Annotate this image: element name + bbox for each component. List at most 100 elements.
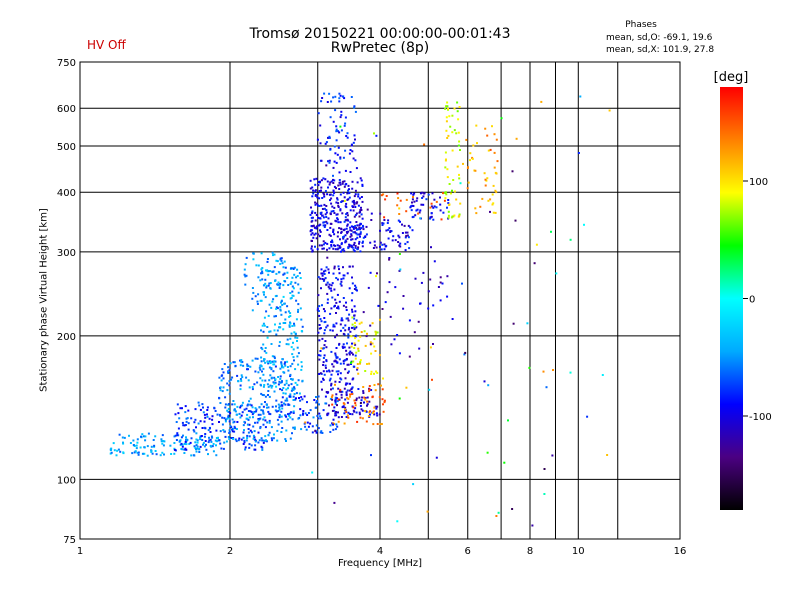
echo-point bbox=[297, 291, 300, 294]
echo-point bbox=[349, 382, 351, 385]
echo-point bbox=[267, 314, 270, 317]
echo-point bbox=[452, 179, 455, 181]
echo-point bbox=[357, 347, 360, 350]
echo-point bbox=[257, 264, 260, 267]
echo-point bbox=[333, 160, 336, 163]
echo-point bbox=[322, 361, 325, 364]
echo-point bbox=[349, 235, 352, 238]
echo-point bbox=[446, 137, 449, 139]
echo-point bbox=[276, 439, 279, 442]
echo-point bbox=[259, 368, 262, 371]
echo-point bbox=[383, 248, 386, 251]
echo-point bbox=[353, 317, 356, 320]
echo-point bbox=[357, 228, 359, 231]
echo-point bbox=[268, 419, 271, 422]
echo-point bbox=[309, 213, 312, 216]
echo-point bbox=[390, 230, 393, 233]
echo-point bbox=[321, 208, 324, 210]
echo-point bbox=[318, 224, 321, 227]
echo-point bbox=[251, 309, 254, 312]
echo-point bbox=[312, 416, 315, 419]
echo-point bbox=[381, 222, 384, 225]
echo-point bbox=[247, 364, 250, 367]
echo-point bbox=[343, 185, 346, 188]
echo-point bbox=[439, 209, 442, 212]
echo-point bbox=[526, 322, 529, 325]
echo-point bbox=[390, 343, 393, 346]
echo-point bbox=[300, 330, 303, 332]
echo-point bbox=[272, 298, 275, 301]
echo-point bbox=[324, 269, 327, 272]
echo-point bbox=[435, 206, 438, 209]
echo-point bbox=[234, 364, 237, 367]
echo-point bbox=[271, 439, 274, 442]
echo-point bbox=[117, 448, 120, 451]
echo-point bbox=[195, 450, 198, 453]
echo-point bbox=[315, 424, 318, 427]
echo-point bbox=[433, 198, 436, 201]
echo-point bbox=[472, 144, 475, 147]
echo-point bbox=[353, 328, 356, 331]
echo-point bbox=[448, 203, 451, 206]
echo-point bbox=[285, 382, 288, 385]
echo-point bbox=[259, 279, 262, 282]
echo-point bbox=[337, 305, 340, 308]
echo-point bbox=[293, 426, 296, 429]
echo-point bbox=[351, 238, 354, 241]
echo-point bbox=[338, 97, 341, 100]
echo-point bbox=[413, 192, 416, 195]
echo-point bbox=[254, 407, 257, 410]
echo-point bbox=[205, 443, 207, 446]
echo-points bbox=[109, 92, 611, 527]
echo-point bbox=[326, 298, 329, 301]
echo-point bbox=[321, 388, 323, 391]
echo-point bbox=[349, 395, 351, 398]
echo-point bbox=[318, 197, 321, 200]
echo-point bbox=[238, 437, 241, 440]
echo-point bbox=[414, 277, 417, 280]
echo-point bbox=[291, 276, 294, 279]
echo-point bbox=[291, 290, 294, 293]
echo-point bbox=[322, 364, 325, 366]
echo-point bbox=[245, 256, 248, 259]
echo-point bbox=[294, 281, 297, 284]
echo-point bbox=[458, 213, 461, 216]
echo-point bbox=[288, 395, 291, 398]
echo-point bbox=[284, 361, 287, 364]
echo-point bbox=[405, 234, 408, 237]
echo-point bbox=[162, 444, 165, 447]
echo-point bbox=[373, 406, 376, 409]
echo-point bbox=[311, 225, 314, 228]
echo-point bbox=[373, 384, 376, 386]
echo-point bbox=[190, 417, 193, 420]
echo-point bbox=[263, 291, 265, 294]
echo-point bbox=[248, 423, 251, 426]
echo-point bbox=[348, 245, 351, 248]
echo-point bbox=[181, 448, 184, 451]
echo-point bbox=[346, 136, 349, 139]
echo-point bbox=[335, 161, 338, 164]
echo-point bbox=[577, 152, 580, 154]
echo-point bbox=[349, 229, 352, 232]
echo-point bbox=[569, 238, 572, 241]
echo-point bbox=[352, 377, 355, 380]
echo-point bbox=[342, 248, 345, 251]
echo-point bbox=[113, 449, 116, 452]
echo-point bbox=[282, 284, 285, 287]
echo-point bbox=[215, 437, 218, 439]
echo-point bbox=[169, 444, 172, 447]
echo-point bbox=[242, 431, 245, 434]
echo-point bbox=[458, 214, 461, 217]
echo-point bbox=[366, 208, 369, 211]
echo-point bbox=[397, 241, 400, 243]
echo-point bbox=[346, 414, 349, 417]
echo-point bbox=[379, 241, 382, 244]
echo-point bbox=[233, 430, 236, 433]
echo-point bbox=[364, 398, 367, 401]
echo-point bbox=[218, 439, 221, 442]
echo-point bbox=[324, 142, 327, 145]
echo-point bbox=[281, 407, 284, 410]
echo-point bbox=[402, 307, 405, 310]
echo-point bbox=[286, 305, 289, 308]
echo-point bbox=[307, 425, 310, 428]
